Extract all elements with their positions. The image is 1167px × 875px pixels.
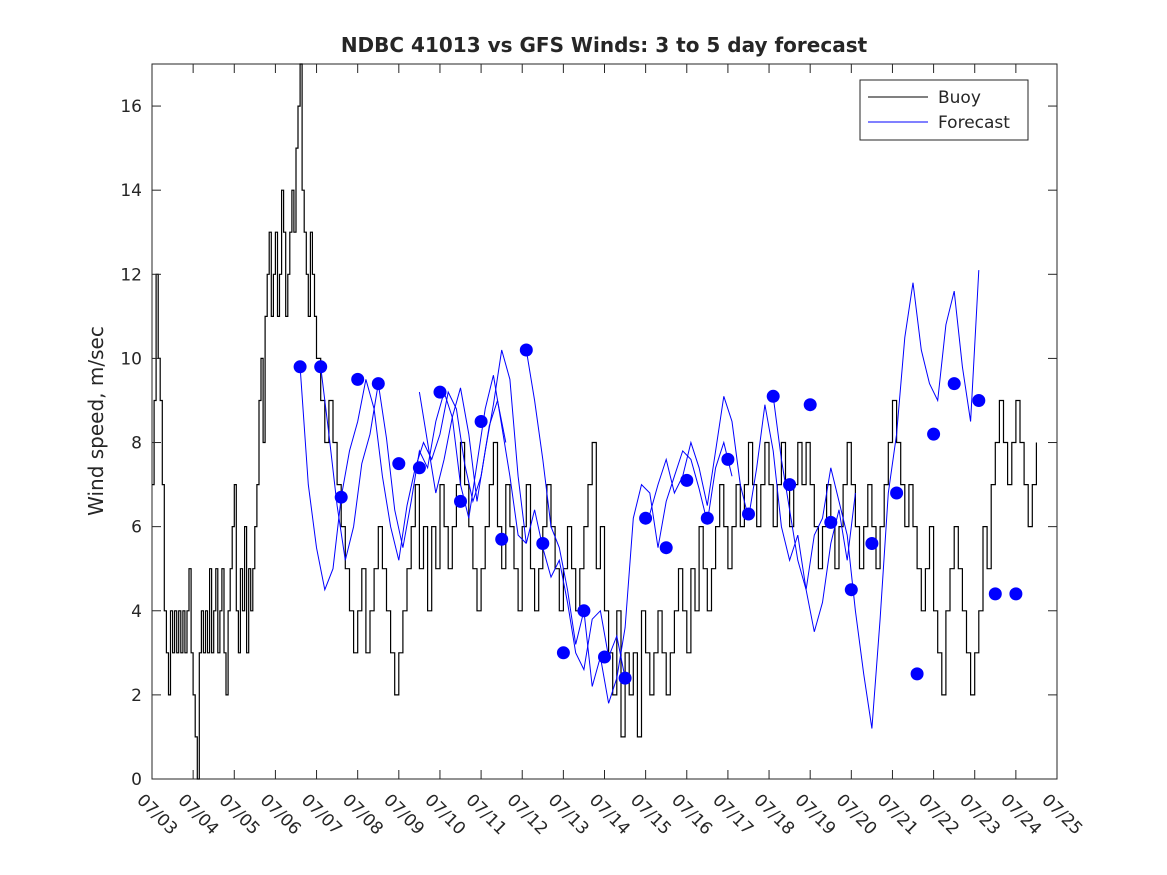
x-tick-label: 07/17	[708, 790, 757, 839]
forecast-run-line-4	[525, 349, 733, 704]
x-tick-label: 07/09	[379, 790, 428, 839]
forecast-marker	[659, 541, 673, 555]
x-tick-label: 07/11	[462, 790, 511, 839]
y-tick-label: 14	[120, 181, 142, 201]
forecast-marker	[721, 452, 735, 466]
x-tick-label: 07/23	[955, 790, 1004, 839]
y-tick-label: 8	[131, 434, 142, 454]
forecast-marker	[371, 377, 385, 391]
forecast-marker	[577, 604, 591, 618]
legend-buoy-label: Buoy	[938, 88, 981, 108]
x-tick-label: 07/15	[626, 790, 675, 839]
forecast-run-line-5	[649, 396, 856, 632]
buoy-series-line	[152, 63, 1037, 780]
forecast-marker	[700, 511, 714, 525]
x-tick-label: 07/10	[420, 790, 469, 839]
forecast-marker	[927, 427, 941, 441]
forecast-marker	[392, 457, 406, 471]
x-tick-label: 07/25	[1037, 790, 1086, 839]
forecast-marker	[1009, 587, 1023, 601]
x-tick-label: 07/22	[914, 790, 963, 839]
y-tick-label: 10	[120, 349, 142, 369]
forecast-marker	[351, 372, 365, 386]
y-tick-label: 12	[120, 265, 142, 285]
forecast-marker	[454, 494, 467, 508]
forecast-marker	[766, 389, 780, 403]
legend-box	[859, 79, 1029, 141]
forecast-marker	[865, 537, 879, 550]
forecast-run-line-2	[320, 366, 527, 561]
forecast-run-line-6	[772, 270, 980, 729]
forecast-marker	[824, 515, 838, 529]
forecast-marker	[495, 532, 509, 546]
x-tick-label: 07/08	[338, 790, 387, 839]
legend-forecast-label: Forecast	[938, 113, 1010, 133]
forecast-run-line-1	[299, 366, 507, 592]
x-tick-label: 07/18	[750, 790, 799, 839]
forecast-marker	[844, 583, 858, 597]
forecast-marker	[803, 398, 817, 412]
forecast-marker	[598, 650, 611, 664]
forecast-marker	[433, 385, 447, 399]
x-tick-label: 07/16	[667, 790, 716, 839]
chart-title: NDBC 41013 vs GFS Winds: 3 to 5 day fore…	[341, 33, 868, 57]
forecast-marker	[910, 667, 924, 681]
x-tick-label: 07/13	[544, 790, 593, 839]
x-tick-label: 07/06	[256, 790, 305, 839]
x-tick-label: 07/03	[132, 790, 181, 839]
x-tick-label: 07/04	[174, 790, 223, 839]
forecast-marker	[988, 587, 1002, 601]
forecast-marker	[639, 511, 653, 525]
forecast-marker	[680, 473, 694, 487]
x-tick-label: 07/20	[832, 790, 881, 839]
y-axis-label: Wind speed, m/sec	[84, 326, 108, 516]
forecast-marker	[293, 360, 307, 374]
forecast-marker	[474, 415, 488, 428]
y-tick-label: 0	[131, 770, 142, 790]
x-tick-label: 07/12	[503, 790, 552, 839]
legend: Buoy Forecast	[859, 79, 1029, 141]
y-tick-label: 2	[131, 686, 142, 706]
forecast-marker	[783, 478, 797, 492]
data-layer	[152, 63, 1037, 780]
forecast-marker	[334, 490, 348, 504]
x-tick-label: 07/24	[996, 790, 1045, 839]
forecast-marker	[890, 486, 904, 500]
x-tick-label: 07/19	[791, 790, 840, 839]
forecast-marker	[314, 360, 328, 374]
x-tick-label: 07/05	[215, 790, 264, 839]
forecast-marker	[412, 461, 426, 475]
forecast-marker	[536, 537, 550, 550]
forecast-marker	[972, 394, 986, 407]
forecast-marker	[519, 343, 533, 357]
y-tick-label: 6	[131, 518, 142, 538]
x-tick-label: 07/14	[585, 790, 634, 839]
forecast-marker	[742, 507, 755, 521]
forecast-marker	[556, 646, 570, 660]
x-tick-label: 07/07	[297, 790, 346, 839]
forecast-marker	[947, 377, 961, 391]
forecast-marker	[618, 671, 632, 685]
y-tick-label: 4	[131, 602, 142, 622]
x-tick-label: 07/21	[873, 790, 922, 839]
forecast-run-line-3	[418, 349, 626, 679]
y-tick-label: 16	[120, 97, 142, 117]
